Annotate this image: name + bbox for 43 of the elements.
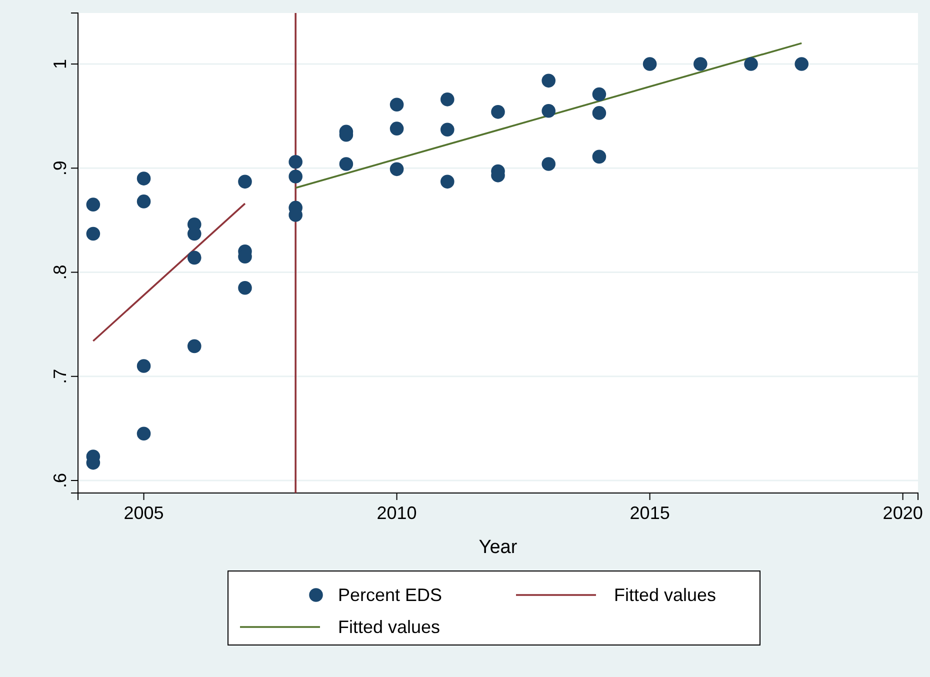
point bbox=[542, 104, 556, 118]
point bbox=[744, 57, 758, 71]
point bbox=[542, 157, 556, 171]
x-tick-label: 2010 bbox=[376, 503, 417, 524]
point bbox=[288, 170, 302, 184]
point bbox=[187, 339, 202, 354]
point bbox=[136, 172, 151, 186]
point bbox=[339, 157, 354, 171]
point bbox=[390, 122, 404, 136]
point bbox=[187, 250, 202, 265]
point bbox=[592, 150, 606, 164]
y-tick-label: 1 bbox=[50, 59, 70, 70]
point bbox=[440, 92, 454, 106]
point bbox=[86, 226, 100, 241]
point bbox=[794, 57, 809, 71]
legend-label: Percent EDS bbox=[338, 585, 442, 605]
point bbox=[238, 280, 252, 295]
y-tick-label: .6 bbox=[50, 473, 70, 488]
y-tick-label: .9 bbox=[50, 160, 70, 176]
point bbox=[542, 74, 556, 88]
y-tick-label: .8 bbox=[50, 264, 70, 280]
point bbox=[136, 359, 151, 373]
x-tick-label: 2015 bbox=[630, 503, 670, 524]
y-tick-label: .7 bbox=[50, 368, 70, 384]
point bbox=[491, 105, 505, 119]
point bbox=[136, 426, 151, 441]
point bbox=[86, 198, 100, 212]
point bbox=[390, 98, 404, 112]
legend-label: Fitted values bbox=[338, 617, 440, 637]
point bbox=[694, 57, 708, 71]
point bbox=[136, 194, 151, 208]
point bbox=[592, 106, 606, 120]
point bbox=[288, 154, 302, 169]
x-axis-title: Year bbox=[478, 537, 518, 558]
x-tick-label: 2005 bbox=[124, 503, 164, 524]
point bbox=[390, 162, 404, 176]
legend-label: Fitted values bbox=[614, 585, 716, 605]
x-tick-label: 2020 bbox=[882, 503, 923, 524]
point bbox=[238, 174, 252, 189]
point bbox=[440, 122, 454, 137]
point bbox=[440, 174, 454, 189]
point bbox=[642, 57, 657, 71]
point bbox=[592, 87, 606, 102]
